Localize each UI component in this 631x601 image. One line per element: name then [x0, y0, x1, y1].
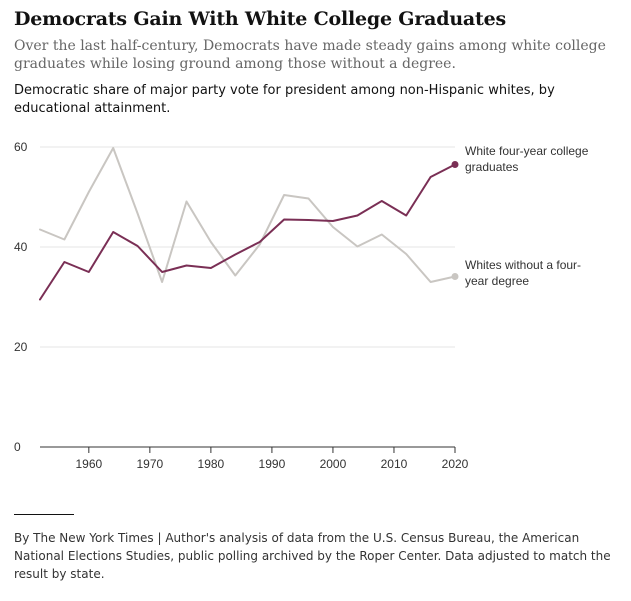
gridlines [40, 146, 455, 348]
series-line-non-college [39, 147, 456, 283]
x-tick-label-1970: 1970 [137, 457, 164, 471]
footer-divider [14, 514, 74, 515]
series-end-point-non-college [451, 273, 459, 280]
source-note: By The New York Times | Author's analysi… [14, 531, 611, 581]
series-line-college-graduates [39, 163, 456, 301]
y-tick-label-60: 60 [14, 140, 28, 154]
x-tick-label-1960: 1960 [75, 457, 102, 471]
y-tick-label-20: 20 [14, 340, 28, 354]
line-chart: 0 20 40 60 1960 1970 1980 1990 2000 2010 2020 Whi… [14, 140, 589, 471]
x-tick-label-2000: 2000 [320, 457, 347, 471]
series-label-non-college: Whites without a four-year degree [465, 258, 581, 288]
y-axis: 0 20 40 60 [14, 140, 28, 454]
series-lines [39, 147, 459, 301]
series-label-college-graduates: White four-year college graduates [465, 144, 589, 174]
x-tick-label-1980: 1980 [198, 457, 225, 471]
series-end-point-college-graduates [451, 161, 459, 168]
series-labels: White four-year college graduates Whites w… [465, 144, 589, 288]
x-tick-label-2010: 2010 [381, 457, 408, 471]
chart-description: Democratic share of major party vote for… [14, 83, 555, 116]
chart-subtitle: Over the last half-century, Democrats ha… [14, 38, 606, 72]
x-axis: 1960 1970 1980 1990 2000 2010 2020 [40, 446, 469, 471]
x-tick-label-1990: 1990 [259, 457, 286, 471]
chart-title: Democrats Gain With White College Gradua… [14, 8, 507, 30]
x-tick-label-2020: 2020 [442, 457, 469, 471]
y-tick-label-40: 40 [14, 240, 28, 254]
y-tick-label-0: 0 [14, 440, 21, 454]
